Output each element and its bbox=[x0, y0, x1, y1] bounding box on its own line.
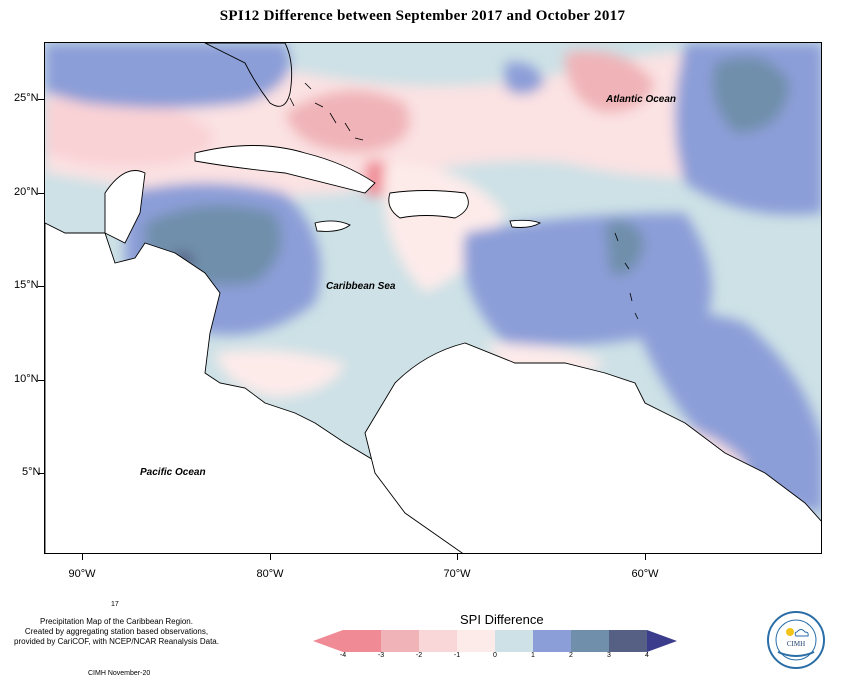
lon-tick-mark bbox=[270, 554, 271, 560]
legend-tick: 4 bbox=[645, 652, 649, 659]
credit-line: Created by aggregating station based obs… bbox=[24, 627, 209, 636]
lon-tick-80: 80°W bbox=[256, 568, 284, 580]
legend-swatch-highest bbox=[647, 630, 677, 652]
credit-stamp: CIMH November-20 bbox=[88, 670, 151, 677]
land-masses bbox=[45, 43, 821, 553]
spi-map bbox=[45, 43, 821, 553]
legend-swatch bbox=[343, 630, 381, 652]
sun-icon bbox=[786, 628, 794, 636]
legend-swatch bbox=[381, 630, 419, 652]
legend-swatch bbox=[571, 630, 609, 652]
small-islands bbox=[289, 82, 639, 320]
legend-tick: -1 bbox=[453, 652, 461, 659]
pacific-ocean-label: Pacific Ocean bbox=[140, 467, 206, 478]
lat-tick-mark bbox=[38, 380, 44, 381]
legend-tick: 1 bbox=[531, 652, 535, 659]
credits-block: Precipitation Map of the Caribbean Regio… bbox=[14, 617, 219, 647]
lat-tick-mark bbox=[38, 286, 44, 287]
legend-colorbar bbox=[313, 630, 677, 652]
wave-icon bbox=[777, 651, 815, 657]
legend-tick: -4 bbox=[339, 652, 347, 659]
lat-tick-15: 15°N bbox=[14, 279, 39, 291]
legend-swatch bbox=[533, 630, 571, 652]
atlantic-ocean-label: Atlantic Ocean bbox=[606, 94, 677, 105]
legend-swatch bbox=[609, 630, 647, 652]
lon-tick-70: 70°W bbox=[443, 568, 471, 580]
lon-tick-mark bbox=[457, 554, 458, 560]
lat-tick-10: 10°N bbox=[14, 373, 39, 385]
lon-tick-mark bbox=[645, 554, 646, 560]
legend-swatch bbox=[495, 630, 533, 652]
lat-tick-5: 5°N bbox=[22, 466, 41, 478]
lat-tick-mark bbox=[38, 99, 44, 100]
legend-swatch-lowest bbox=[313, 630, 343, 652]
map-title: SPI12 Difference between September 2017 … bbox=[219, 8, 626, 24]
cimh-logo: CIMH bbox=[767, 611, 825, 669]
credit-line: provided by CariCOF, with NCEP/NCAR Rean… bbox=[14, 637, 219, 646]
caribbean-sea-label: Caribbean Sea bbox=[326, 281, 396, 292]
lon-tick-60: 60°W bbox=[631, 568, 659, 580]
legend-tick: 3 bbox=[607, 652, 611, 659]
map-panel bbox=[44, 42, 822, 554]
credit-number: 17 bbox=[111, 601, 119, 608]
legend-swatch bbox=[419, 630, 457, 652]
lat-tick-25: 25°N bbox=[14, 92, 39, 104]
legend-tick: -2 bbox=[415, 652, 423, 659]
lat-tick-20: 20°N bbox=[14, 186, 39, 198]
legend-tick: -3 bbox=[377, 652, 385, 659]
cloud-icon bbox=[794, 629, 809, 637]
lon-tick-90: 90°W bbox=[68, 568, 96, 580]
legend-swatch bbox=[457, 630, 495, 652]
legend-title: SPI Difference bbox=[460, 612, 544, 627]
lat-tick-mark bbox=[38, 473, 44, 474]
legend-tick: 2 bbox=[569, 652, 573, 659]
lon-tick-mark bbox=[82, 554, 83, 560]
logo-text: CIMH bbox=[787, 640, 805, 648]
credit-line: Precipitation Map of the Caribbean Regio… bbox=[39, 617, 193, 626]
lat-tick-mark bbox=[38, 193, 44, 194]
legend-tick: 0 bbox=[493, 652, 497, 659]
